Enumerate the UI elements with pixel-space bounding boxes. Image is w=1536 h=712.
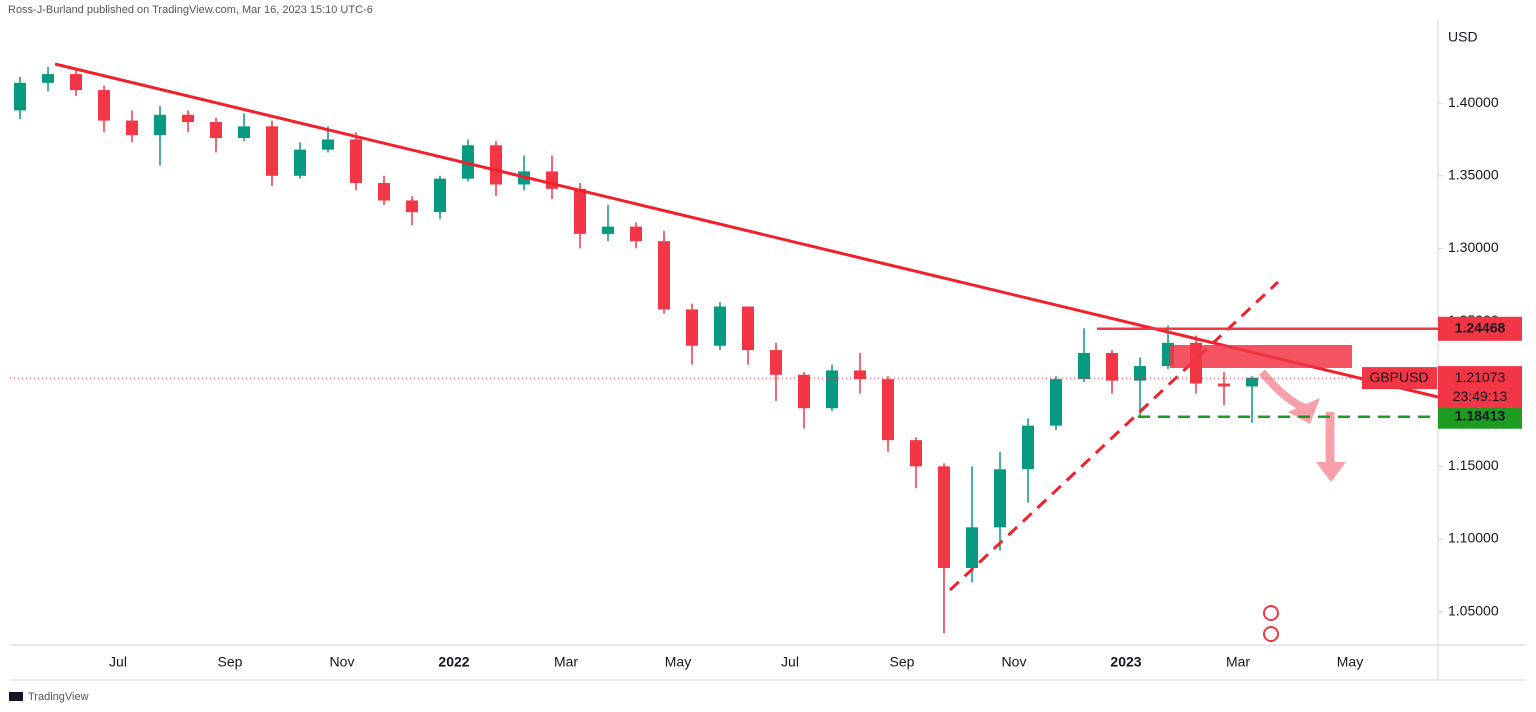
price-label-bg — [1438, 404, 1522, 429]
candle-body — [126, 120, 138, 136]
footer: TradingView — [28, 691, 89, 703]
x-tick-label: Jul — [109, 654, 127, 670]
x-tick-label: Mar — [1226, 654, 1250, 670]
price-label-bg — [1438, 316, 1522, 341]
candle-body — [742, 306, 754, 351]
currency: USD — [1448, 29, 1478, 45]
candle-body — [1218, 383, 1230, 387]
price-label: 1.21073 — [1455, 369, 1506, 385]
candle-body — [854, 370, 866, 380]
candle-body — [70, 74, 82, 91]
x-tick-label: Nov — [1002, 654, 1027, 670]
candle-body — [14, 82, 26, 111]
y-tick-label: 1.35000 — [1448, 166, 1499, 182]
event-icon[interactable] — [1263, 626, 1279, 642]
candle-body — [42, 74, 54, 83]
candle-body — [406, 200, 418, 213]
price-label: 1.24468 — [1455, 319, 1506, 335]
zone — [1170, 345, 1352, 368]
y-tick-label: 1.40000 — [1448, 94, 1499, 110]
candle-body — [350, 139, 362, 184]
x-tick-label: May — [665, 654, 691, 670]
x-tick-label: Sep — [218, 654, 243, 670]
candle-body — [630, 226, 642, 242]
candle-body — [686, 309, 698, 346]
x-tick-label: Nov — [330, 654, 355, 670]
countdown: 23:49:13 — [1453, 388, 1508, 404]
candle-body — [882, 379, 894, 441]
y-tick-label: 1.10000 — [1448, 530, 1499, 546]
price-label-bg — [1438, 366, 1522, 409]
candle-body — [1022, 425, 1034, 470]
logo — [9, 692, 23, 701]
candle-body — [238, 126, 250, 139]
candle-body — [602, 226, 614, 234]
candle-body — [378, 183, 390, 201]
candle-body — [714, 306, 726, 346]
x-tick-label: Jul — [781, 654, 799, 670]
candle-body — [1134, 366, 1146, 381]
y-tick-label: 1.15000 — [1448, 457, 1499, 473]
candle-body — [546, 171, 558, 189]
candle-body — [294, 149, 306, 176]
candle-body — [770, 350, 782, 375]
y-tick-label: 1.30000 — [1448, 239, 1499, 255]
trend-line — [948, 280, 1280, 592]
candle-body — [1078, 353, 1090, 380]
x-tick-label: Sep — [890, 654, 915, 670]
symbol-bg — [1362, 367, 1437, 390]
x-tick-label: 2023 — [1110, 654, 1141, 670]
candle-body — [266, 126, 278, 176]
candle-body — [994, 469, 1006, 528]
header: Ross-J-Burland published on TradingView.… — [8, 4, 373, 16]
candle-body — [182, 114, 194, 123]
x-tick-label: May — [1337, 654, 1363, 670]
candle-body — [210, 122, 222, 139]
y-tick-label: 1.05000 — [1448, 602, 1499, 618]
candle-body — [434, 178, 446, 213]
candle-body — [826, 370, 838, 409]
candle-body — [1106, 353, 1118, 381]
candle-body — [98, 90, 110, 121]
event-icon[interactable] — [1263, 605, 1279, 621]
trend-line — [54, 62, 1439, 399]
x-tick-label: 2022 — [438, 654, 469, 670]
candle-body — [798, 374, 810, 409]
arrow-head — [1288, 398, 1320, 424]
candle-body — [966, 527, 978, 569]
candle-body — [1246, 377, 1258, 387]
arrow-head — [1316, 462, 1346, 482]
candle-body — [910, 440, 922, 467]
candle-body — [574, 188, 586, 234]
candle-body — [154, 114, 166, 136]
candle-body — [938, 466, 950, 569]
candle-body — [490, 145, 502, 185]
candle-body — [322, 139, 334, 150]
x-tick-label: Mar — [554, 654, 578, 670]
symbol: GBPUSD — [1369, 369, 1428, 385]
candle-body — [658, 241, 670, 310]
price-label: 1.18413 — [1455, 407, 1506, 423]
candle-body — [1050, 379, 1062, 426]
